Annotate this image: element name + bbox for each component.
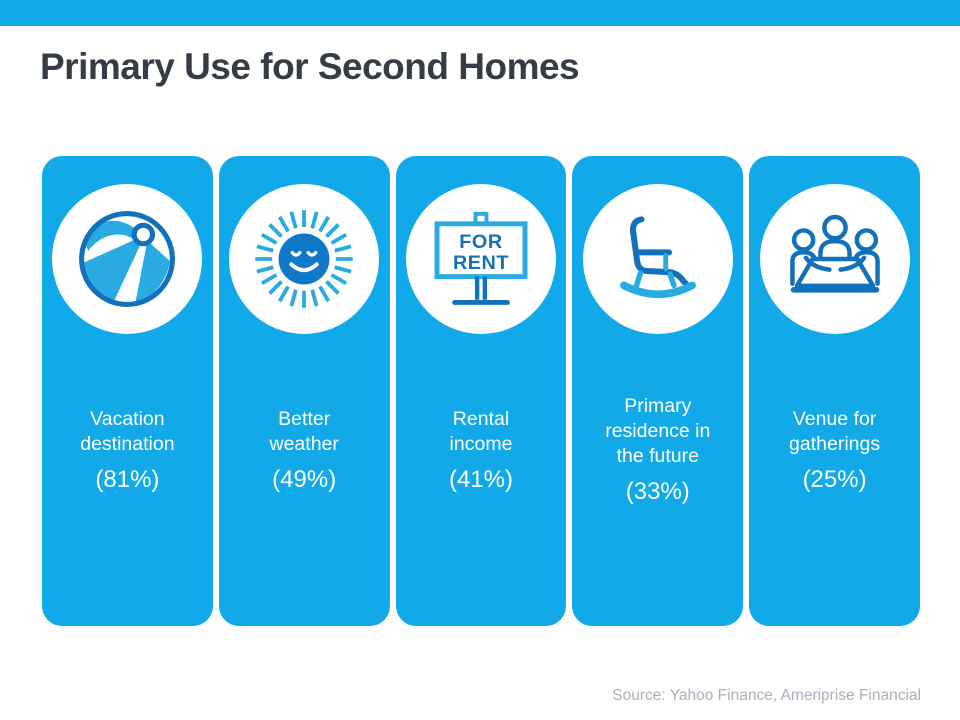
card-percent: (81%) bbox=[95, 465, 160, 493]
card-percent: (33%) bbox=[625, 478, 690, 505]
card-vacation-destination: Vacation destination (81%) bbox=[42, 156, 213, 626]
rocking-chair-icon bbox=[603, 204, 713, 314]
cards-row: Vacation destination (81%) bbox=[42, 156, 920, 626]
sign-text-line2: RENT bbox=[453, 252, 509, 274]
card-text: Vacation destination (81%) bbox=[80, 334, 174, 566]
card-better-weather: Better weather (49%) bbox=[218, 156, 390, 626]
card-percent: (41%) bbox=[448, 465, 513, 493]
card-percent: (49%) bbox=[272, 465, 337, 493]
for-rent-sign-icon: FOR RENT bbox=[426, 204, 536, 314]
icon-circle: FOR RENT bbox=[405, 184, 556, 334]
source-attribution: Source: Yahoo Finance, Ameriprise Financ… bbox=[612, 687, 921, 704]
card-text: Better weather (49%) bbox=[270, 334, 339, 566]
icon-circle bbox=[52, 184, 203, 334]
meeting-table-icon bbox=[779, 203, 891, 315]
card-label: Vacation destination bbox=[80, 407, 175, 455]
icon-circle bbox=[759, 184, 910, 334]
card-label: Venue for gatherings bbox=[789, 407, 881, 455]
top-accent-bar bbox=[0, 0, 960, 26]
beach-ball-icon bbox=[76, 208, 178, 310]
card-percent: (25%) bbox=[802, 465, 867, 493]
card-venue-gatherings: Venue for gatherings (25%) bbox=[749, 156, 920, 626]
sun-smile-icon bbox=[251, 206, 357, 312]
card-label: Better weather bbox=[269, 407, 339, 455]
card-primary-residence: Primary residence in the future (33%) bbox=[572, 156, 744, 626]
sign-text-line1: FOR bbox=[459, 231, 502, 253]
card-text: Venue for gatherings (25%) bbox=[789, 334, 880, 566]
card-label: Rental income bbox=[449, 407, 513, 455]
page-title: Primary Use for Second Homes bbox=[40, 46, 580, 87]
icon-circle bbox=[229, 184, 380, 334]
card-label: Primary residence in the future bbox=[605, 395, 711, 467]
icon-circle bbox=[582, 184, 733, 334]
card-text: Primary residence in the future (33%) bbox=[605, 334, 710, 566]
card-text: Rental income (41%) bbox=[449, 334, 513, 566]
card-rental-income: FOR RENT Rental income (41%) bbox=[395, 156, 567, 626]
